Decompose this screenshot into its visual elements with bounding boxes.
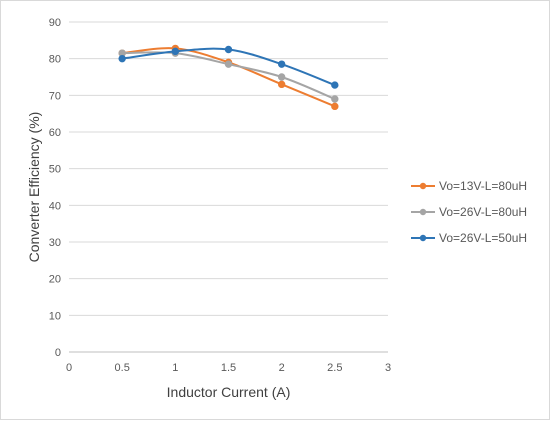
y-tick-label: 80 bbox=[49, 54, 61, 66]
legend-marker bbox=[419, 182, 427, 190]
legend-marker bbox=[419, 208, 427, 216]
x-tick-label: 0.5 bbox=[115, 362, 130, 374]
legend-label: Vo=26V-L=80uH bbox=[439, 205, 527, 219]
x-tick-label: 3 bbox=[385, 362, 391, 374]
data-point-vo-26v-l-50uh bbox=[224, 45, 233, 54]
data-point-vo-26v-l-80uh bbox=[277, 73, 286, 81]
y-tick-label: 30 bbox=[49, 237, 61, 249]
x-tick-label: 1 bbox=[172, 362, 178, 374]
legend: Vo=13V-L=80uH Vo=26V-L=80uH Vo=26V-L=50uH bbox=[411, 179, 527, 245]
y-tick-label: 40 bbox=[49, 200, 61, 212]
data-point-vo-26v-l-80uh bbox=[224, 60, 233, 68]
axes: 0 10 20 30 40 50 60 70 80 90 0 0.5 1 1.5 2 2.5 3 bbox=[49, 17, 391, 374]
data-point-vo-26v-l-50uh bbox=[331, 81, 339, 89]
y-tick-label: 50 bbox=[49, 164, 61, 176]
gridlines bbox=[69, 21, 388, 316]
data-point-vo-26v-l-80uh bbox=[331, 95, 339, 103]
x-tick-label: 1.5 bbox=[221, 362, 236, 374]
y-tick-label: 10 bbox=[49, 310, 61, 322]
y-tick-label: 60 bbox=[49, 127, 61, 139]
y-tick-label: 90 bbox=[49, 17, 61, 29]
x-tick-label: 2 bbox=[279, 362, 285, 374]
y-axis-title: Converter Efficiency (%) bbox=[26, 112, 42, 263]
data-point-vo-13v-l-80uh bbox=[277, 80, 286, 89]
data-point-vo-26v-l-50uh bbox=[118, 54, 126, 63]
x-tick-label: 0 bbox=[66, 362, 72, 374]
legend-marker bbox=[419, 234, 427, 242]
data-point-vo-13v-l-80uh bbox=[331, 102, 339, 111]
data-point-vo-26v-l-50uh bbox=[171, 47, 180, 56]
legend-label: Vo=26V-L=50uH bbox=[439, 231, 527, 245]
y-tick-label: 70 bbox=[49, 90, 61, 102]
series-line-vo-13v-l-80uh bbox=[122, 47, 336, 108]
legend-label: Vo=13V-L=80uH bbox=[439, 179, 527, 193]
x-axis-title: Inductor Current (A) bbox=[167, 384, 291, 400]
y-tick-label: 0 bbox=[55, 347, 61, 359]
x-tick-label: 2.5 bbox=[327, 362, 342, 374]
data-point-vo-26v-l-50uh bbox=[277, 60, 286, 68]
y-tick-label: 20 bbox=[49, 274, 61, 286]
series-lines bbox=[118, 44, 339, 111]
